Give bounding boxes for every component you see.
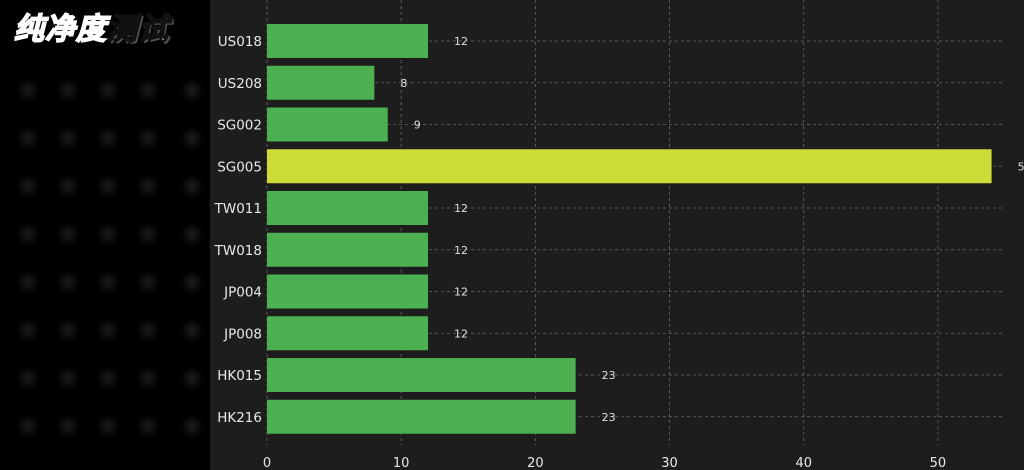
background-dot xyxy=(21,227,35,241)
background-dot xyxy=(21,131,35,145)
background-dot xyxy=(21,371,35,385)
background-dot xyxy=(21,83,35,97)
category-label: TW018 xyxy=(214,243,262,259)
category-label: JP008 xyxy=(223,326,262,342)
background-dot xyxy=(61,131,75,145)
page-title-rest: 测试 xyxy=(106,11,169,48)
background-dot xyxy=(141,275,155,289)
data-label: 12 xyxy=(454,35,468,48)
background-dot xyxy=(185,83,199,97)
background-dot xyxy=(185,275,199,289)
bar-chart: US018 12 US208 8 SG002 9 SG005 54 TW011 12 TW018 12… xyxy=(214,0,1024,470)
data-label: 9 xyxy=(414,119,421,132)
background-dot xyxy=(101,227,115,241)
background-dot xyxy=(101,131,115,145)
background-dot xyxy=(21,179,35,193)
x-tick-label: 40 xyxy=(795,456,812,470)
background-dot xyxy=(101,83,115,97)
data-label: 12 xyxy=(454,327,468,340)
background-dot xyxy=(141,179,155,193)
background-dot xyxy=(141,83,155,97)
background-dot xyxy=(185,419,199,433)
bar xyxy=(267,107,388,142)
category-label: HK216 xyxy=(217,410,262,426)
background-dot xyxy=(101,179,115,193)
background-dot xyxy=(101,371,115,385)
data-label: 23 xyxy=(602,411,616,424)
data-label: 12 xyxy=(454,286,468,299)
bar xyxy=(267,232,429,267)
background-dot xyxy=(101,323,115,337)
category-label: TW011 xyxy=(214,201,262,217)
data-label: 12 xyxy=(454,244,468,257)
bar xyxy=(267,149,992,184)
bar xyxy=(267,274,429,309)
background-dot xyxy=(61,419,75,433)
background-dot xyxy=(185,179,199,193)
background-dot xyxy=(141,371,155,385)
bar xyxy=(267,24,429,58)
background-dot xyxy=(61,371,75,385)
background-dot xyxy=(185,371,199,385)
background-dot xyxy=(61,275,75,289)
background-dot xyxy=(61,83,75,97)
category-label: SG002 xyxy=(217,118,262,134)
background-dot xyxy=(141,419,155,433)
category-label: US018 xyxy=(218,34,262,50)
data-label: 54 xyxy=(1018,160,1024,173)
x-tick-label: 0 xyxy=(263,456,271,470)
background-dot xyxy=(141,323,155,337)
background-dot xyxy=(185,131,199,145)
bar xyxy=(267,191,429,225)
x-tick-label: 50 xyxy=(930,456,947,470)
background-dot xyxy=(61,227,75,241)
category-label: HK015 xyxy=(217,368,262,384)
bar xyxy=(267,65,375,100)
bar xyxy=(267,399,576,434)
page-title: 纯净度测试 xyxy=(13,10,169,50)
bar xyxy=(267,358,576,392)
bar xyxy=(267,316,429,351)
background-dot xyxy=(21,419,35,433)
data-label: 12 xyxy=(454,202,468,215)
background-dot xyxy=(141,227,155,241)
background-dot xyxy=(101,275,115,289)
background-dot xyxy=(21,275,35,289)
background-dot xyxy=(185,227,199,241)
page-title-highlight: 纯净度 xyxy=(13,11,107,48)
data-label: 23 xyxy=(602,369,616,382)
category-label: US208 xyxy=(218,76,262,92)
x-tick-label: 20 xyxy=(527,456,544,470)
background-dot xyxy=(61,323,75,337)
background-dot xyxy=(185,323,199,337)
data-label: 8 xyxy=(400,77,407,90)
background-dot xyxy=(141,131,155,145)
category-label: SG005 xyxy=(217,159,262,175)
x-tick-label: 30 xyxy=(661,456,678,470)
background-dot xyxy=(61,179,75,193)
background-dot xyxy=(101,419,115,433)
x-tick-label: 10 xyxy=(393,456,410,470)
chart-panel: US018 12 US208 8 SG002 9 SG005 54 TW011 12 TW018 12… xyxy=(210,0,1024,470)
background-dot xyxy=(21,323,35,337)
category-label: JP004 xyxy=(223,285,262,301)
left-panel: 纯净度测试 xyxy=(0,0,210,470)
